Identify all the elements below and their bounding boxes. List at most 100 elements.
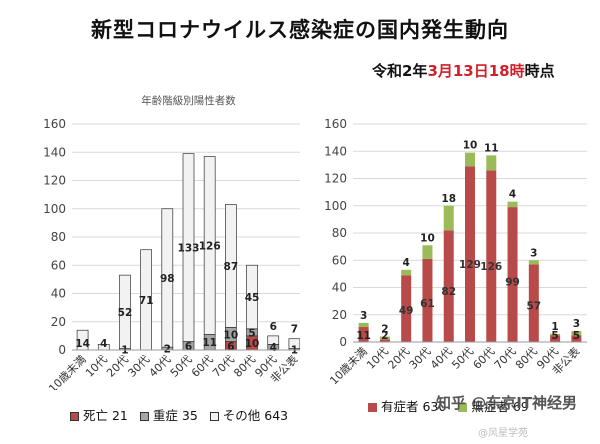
x-tick-label: 10代 [364,345,391,372]
legend-item: 死亡 21 [70,405,128,424]
bar-無症者-20代 [401,269,412,276]
bar-その他-非公表 [288,338,300,349]
bar-その他-70代 [225,204,237,328]
left-legend: 死亡 21 重症 35 その他 643 [70,405,300,424]
data-label: 11 [484,142,499,154]
data-label: 10 [420,232,435,244]
data-label: 61 [420,298,435,310]
data-label: 126 [199,240,221,252]
bar-有症者-30代 [422,258,433,342]
data-label: 71 [139,295,154,307]
legend-item: その他 643 [209,405,289,424]
bar-無症者-10歳未満 [358,322,369,328]
data-label: 10 [245,338,260,350]
bar-有症者-非公表 [571,335,582,342]
bar-その他-20代 [119,274,131,349]
legend-swatch [368,403,377,412]
chart-title: 年齢階級別陽性者数 [141,94,236,107]
data-label: 11 [202,337,217,349]
legend-label: 死亡 21 [83,408,128,423]
data-label: 18 [441,193,456,205]
watermark-main: 知乎 @东京IT神经男 [436,394,578,412]
date-suffix: 時点 [524,62,555,80]
bar-有症者-50代 [465,166,475,342]
data-label: 2 [381,324,388,336]
data-label: 6 [185,341,192,353]
bar-有症者-60代 [486,170,497,342]
y-tick-label: 100 [43,202,66,216]
data-label: 2 [381,330,388,342]
data-label: 3 [530,247,537,259]
bar-無症者-10代 [379,336,390,340]
data-label: 1 [551,321,558,333]
bar-有症者-40代 [443,230,454,342]
legend-swatch [209,412,219,421]
bar-無症者-60代 [486,155,497,171]
bar-その他-90代 [267,335,280,345]
x-tick-label: 30代 [407,345,434,372]
x-tick-label: 70代 [492,345,519,372]
bar-有症者-20代 [401,275,412,342]
data-label: 4 [403,257,410,269]
data-label: 4 [270,342,277,354]
watermark-sub: @风星学苑 [478,428,528,439]
y-tick-label: 20 [51,315,66,329]
bar-有症者-90代 [550,335,561,342]
x-tick-label: 50代 [449,345,476,372]
data-label: 11 [356,330,371,342]
legend-label: 重症 35 [152,408,198,423]
bar-その他-50代 [182,153,195,342]
bar-無症者-70代 [507,201,518,208]
date-stamp: 令和2年3月13日18時時点 [372,60,555,81]
x-tick-label: 60代 [471,345,498,372]
bar-その他-60代 [203,156,216,335]
bar-有症者-10歳未満 [358,327,369,342]
x-tick-label: 80代 [513,345,540,372]
data-label: 87 [224,261,239,273]
y-tick-label: 0 [58,343,66,357]
legend-label: 有症者 630 [381,399,447,414]
y-tick-label: 80 [51,230,66,244]
y-tick-label: 80 [332,226,347,240]
left-age-chart: 年齢階級別陽性者数0204060801001201401601410歳未満410… [43,94,300,390]
right-legend: 有症者 630 無症者 69 [368,396,541,415]
date-highlight: 3月13日18時 [427,62,525,80]
y-tick-label: 140 [43,145,66,159]
y-tick-label: 120 [324,172,347,186]
data-label: 10 [463,140,478,152]
data-label: 5 [551,330,558,342]
data-label: 14 [75,338,90,350]
y-tick-label: 60 [332,253,347,267]
data-label: 3 [573,318,580,330]
legend-item: 無症者 69 [458,396,529,415]
data-label: 6 [270,321,277,333]
legend-label: その他 643 [222,408,289,423]
legend-swatch [139,412,149,421]
y-tick-label: 0 [339,335,347,349]
page-title: 新型コロナウイルス感染症の国内発生動向 [91,18,509,42]
data-label: 133 [178,243,200,255]
y-tick-label: 60 [51,258,66,272]
data-label: 4 [509,189,516,201]
bar-その他-80代 [246,264,258,330]
right-age-chart: 0 20 40 60 80 100 120 140 160 11 3 10歳未満 22 10代 49 4 20代… [324,117,587,387]
data-label: 45 [245,292,260,304]
legend-item: 有症者 630 [368,396,446,415]
x-tick-label: 40代 [428,345,455,372]
data-label: 5 [573,330,580,342]
bar-有症者-80代 [528,264,539,342]
data-label: 99 [505,276,520,288]
data-label: 5 [248,327,255,339]
legend-item: 重症 35 [139,405,198,424]
legend-label: 無症者 69 [471,399,529,414]
x-tick-label: 20代 [385,345,412,372]
data-label: 129 [459,259,481,271]
bar-その他-40代 [161,208,174,348]
y-tick-label: 120 [43,174,66,188]
bar-無症者-非公表 [571,331,582,336]
data-label: 49 [399,305,414,317]
y-tick-label: 20 [332,308,347,322]
bar-無症者-40代 [443,205,454,231]
data-label: 3 [360,310,367,322]
y-tick-label: 100 [324,199,347,213]
